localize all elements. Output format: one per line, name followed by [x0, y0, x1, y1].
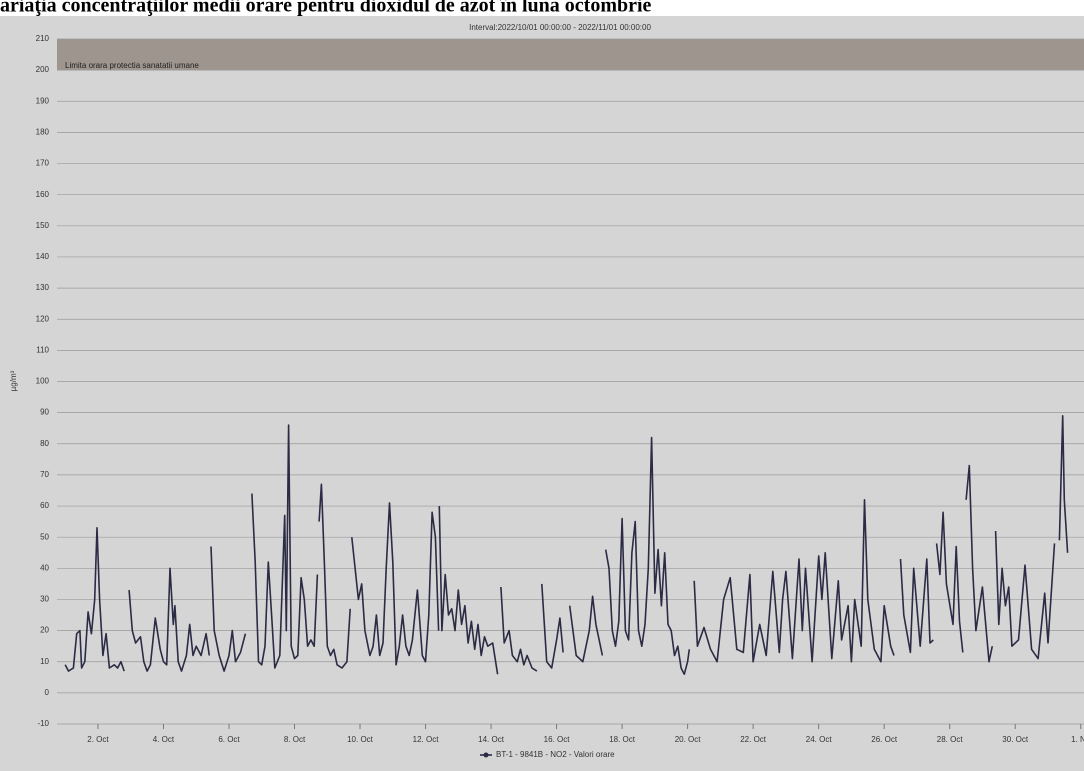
y-tick-label: 70	[40, 470, 49, 479]
series-line	[541, 583, 564, 669]
series-line	[318, 483, 351, 669]
y-tick-label: 130	[36, 283, 50, 292]
series-line	[994, 530, 1056, 660]
series-line	[693, 499, 895, 663]
x-tick-label: 10. Oct	[347, 735, 374, 744]
y-tick-label: 200	[36, 65, 50, 74]
x-tick-label: 24. Oct	[806, 735, 833, 744]
limit-band-label: Limita orara protectia sanatatii umane	[65, 61, 199, 70]
y-tick-label: 100	[36, 377, 50, 386]
y-tick-label: 40	[40, 563, 49, 572]
series-line	[1058, 415, 1069, 553]
x-tick-label: 8. Oct	[284, 735, 306, 744]
y-tick-label: 10	[40, 657, 49, 666]
legend-label: BT-1 - 9841B - NO2 - Valori orare	[496, 750, 615, 759]
x-tick-label: 20. Oct	[675, 735, 702, 744]
series-line	[568, 595, 604, 663]
x-tick-label: 30. Oct	[1002, 735, 1029, 744]
x-tick-label: 14. Oct	[478, 735, 505, 744]
chart-subtitle: Interval:2022/10/01 00:00:00 - 2022/11/0…	[469, 23, 651, 32]
y-tick-label: 120	[36, 314, 50, 323]
legend-marker	[483, 752, 489, 758]
x-tick-label: 26. Oct	[871, 735, 898, 744]
x-tick-label: 1. No	[1071, 735, 1084, 744]
y-tick-label: 50	[40, 532, 49, 541]
y-tick-label: 80	[40, 439, 49, 448]
series-line	[899, 558, 934, 654]
y-tick-label: -10	[37, 719, 49, 728]
x-tick-label: 6. Oct	[218, 735, 240, 744]
series-line	[64, 527, 125, 672]
y-tick-label: 30	[40, 595, 49, 604]
chart-title: ariaţia concentraţiilor medii orare pent…	[0, 0, 652, 17]
y-tick-label: 20	[40, 626, 49, 635]
y-axis-label: µg/m³	[9, 370, 18, 391]
x-tick-label: 4. Oct	[153, 735, 175, 744]
y-tick-label: 210	[36, 34, 50, 43]
series-line	[251, 424, 319, 669]
y-tick-label: 170	[36, 159, 50, 168]
y-tick-label: 0	[45, 688, 50, 697]
series-line	[128, 567, 211, 672]
y-tick-label: 190	[36, 96, 50, 105]
y-tick-label: 160	[36, 190, 50, 199]
y-tick-label: 150	[36, 221, 50, 230]
y-tick-label: 180	[36, 128, 50, 137]
y-tick-label: 60	[40, 501, 49, 510]
x-tick-label: 18. Oct	[609, 735, 636, 744]
x-tick-label: 12. Oct	[413, 735, 440, 744]
y-tick-label: 110	[36, 345, 49, 354]
x-tick-label: 28. Oct	[937, 735, 964, 744]
limit-band	[57, 39, 1084, 71]
x-tick-label: 16. Oct	[544, 735, 571, 744]
x-tick-label: 22. Oct	[740, 735, 767, 744]
series-line	[351, 502, 440, 666]
series-line	[965, 464, 994, 663]
title-strip	[0, 0, 1084, 16]
series-line	[210, 546, 247, 672]
series-line	[500, 586, 538, 672]
series-line	[438, 505, 499, 675]
series-line	[935, 511, 964, 653]
x-tick-label: 2. Oct	[87, 735, 109, 744]
y-tick-label: 140	[36, 252, 50, 261]
y-tick-label: 90	[40, 408, 49, 417]
series-line	[604, 436, 691, 675]
